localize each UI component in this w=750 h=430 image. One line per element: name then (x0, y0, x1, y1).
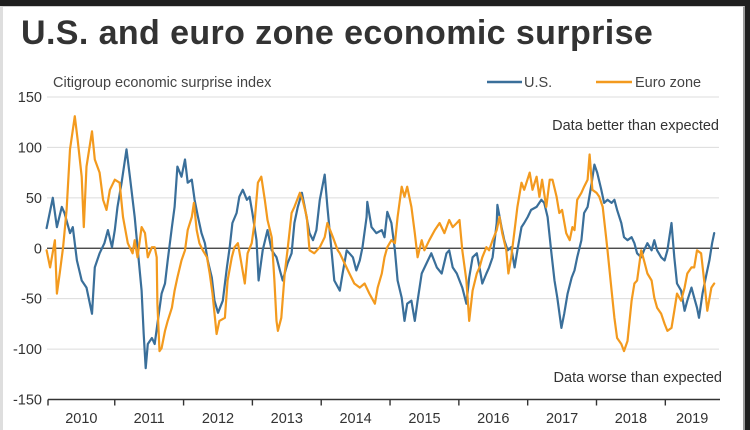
y-tick-label: -150 (13, 393, 42, 409)
legend-label-us: U.S. (524, 75, 552, 91)
y-tick-label: -100 (13, 342, 42, 358)
x-tick-label: 2014 (339, 411, 371, 427)
x-tick-label: 2019 (676, 411, 708, 427)
series (45, 115, 716, 370)
x-tick-label: 2010 (65, 411, 97, 427)
x-tick-label: 2011 (134, 411, 165, 427)
x-tick-label: 2017 (546, 411, 578, 427)
annotation-better: Data better than expected (552, 118, 719, 134)
x-tick-label: 2012 (202, 411, 234, 427)
y-tick-label: 150 (18, 90, 42, 106)
y-tick-label: 100 (18, 140, 42, 156)
y-tick-label: 50 (26, 191, 42, 207)
legend-label-euro-zone: Euro zone (635, 75, 701, 91)
chart-subtitle: Citigroup economic surprise index (53, 75, 272, 91)
gridlines (47, 96, 719, 350)
x-tick-label: 2015 (408, 411, 440, 427)
annotation-worse: Data worse than expected (554, 370, 722, 386)
y-tick-label: 0 (34, 241, 42, 257)
y-tick-label: -50 (21, 292, 42, 308)
series-line-euro-zone (45, 115, 716, 353)
series-line-u-s (45, 148, 716, 370)
x-tick-label: 2013 (271, 411, 303, 427)
x-tick-label: 2018 (615, 411, 647, 427)
legend: U.S. Euro zone (487, 75, 701, 91)
chart-title: U.S. and euro zone economic surprise (21, 14, 653, 52)
x-tick-label: 2016 (477, 411, 509, 427)
axes: 150 100 50 0 -50 -100 -150 2010 2011 2012 2013 2014… (13, 90, 720, 427)
